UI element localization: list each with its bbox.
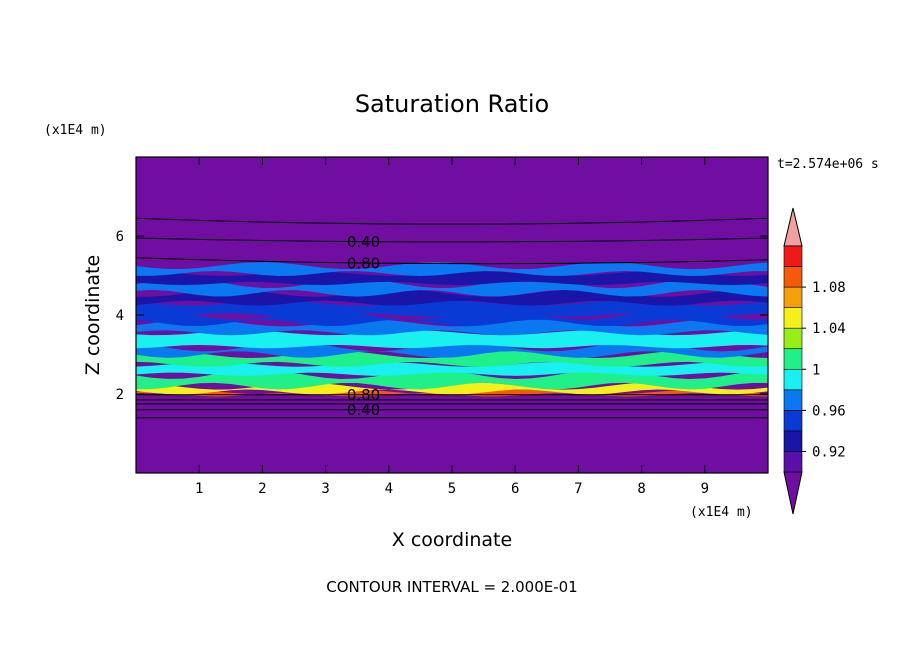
colorbar-top-arrow	[783, 207, 803, 247]
x-tick-label: 8	[637, 481, 645, 497]
colorbar-swatch	[783, 307, 803, 329]
x-tick-label: 4	[385, 481, 393, 497]
contour-lines	[136, 217, 768, 419]
colorbar-swatch	[783, 286, 803, 308]
colorbar-swatch	[783, 389, 803, 411]
colorbar-swatch	[783, 266, 803, 288]
contour-label: 0.40	[347, 233, 380, 251]
plot-area	[136, 157, 768, 473]
x-tick-label: 5	[448, 481, 456, 497]
x-tick-label: 2	[258, 481, 266, 497]
y-tick-label: 4	[116, 308, 124, 324]
x-tick-label: 6	[511, 481, 519, 497]
colorbar-label: 1.08	[812, 280, 846, 296]
color-band	[136, 278, 768, 297]
colorbar-swatch	[783, 430, 803, 452]
color-band	[136, 300, 768, 317]
contour-label: 0.80	[347, 255, 380, 273]
colorbar: 0.92 0.96 1 1.04 1.08	[783, 207, 846, 515]
color-band	[136, 369, 768, 390]
color-band	[136, 262, 768, 277]
color-bands	[136, 262, 768, 397]
colorbar-bottom-arrow	[783, 471, 803, 515]
colorbar-label: 0.96	[812, 403, 846, 419]
x-axis-ticks: 1 2 3 4 5 6 7 8 9	[195, 157, 709, 497]
y-axis-ticks: 2 4 6	[116, 229, 768, 403]
colorbar-swatch	[783, 245, 803, 267]
colorbar-label: 1.04	[812, 321, 846, 337]
y-tick-label: 6	[116, 229, 124, 245]
contour-line	[136, 237, 768, 243]
colorbar-label: 1	[812, 362, 820, 378]
x-tick-label: 7	[574, 481, 582, 497]
contour-line	[136, 257, 768, 265]
x-tick-label: 1	[195, 481, 203, 497]
colorbar-swatch	[783, 348, 803, 370]
colorbar-swatch	[783, 368, 803, 391]
time-label: t=2.574e+06 s	[777, 157, 879, 172]
x-axis-label: X coordinate	[392, 529, 512, 551]
contour-label: 0.80	[347, 386, 380, 404]
x-unit-label: (x1E4 m)	[690, 505, 753, 520]
color-band	[136, 330, 768, 349]
colorbar-swatch	[783, 410, 803, 432]
contour-labels: 0.400.800.800.40	[347, 233, 380, 419]
x-tick-label: 9	[701, 481, 709, 497]
y-unit-label: (x1E4 m)	[44, 123, 107, 138]
color-band	[136, 319, 768, 336]
contour-label: 0.40	[347, 401, 380, 419]
colorbar-label: 0.92	[812, 444, 846, 460]
y-tick-label: 2	[116, 387, 124, 403]
x-tick-label: 3	[321, 481, 329, 497]
contour-line	[136, 217, 768, 225]
colorbar-swatch	[783, 451, 803, 473]
colorbar-swatch	[783, 327, 803, 350]
contour-interval-footer: CONTOUR INTERVAL = 2.000E-01	[326, 578, 577, 596]
chart-title: Saturation Ratio	[355, 90, 549, 118]
y-axis-label: Z coordinate	[82, 255, 104, 375]
